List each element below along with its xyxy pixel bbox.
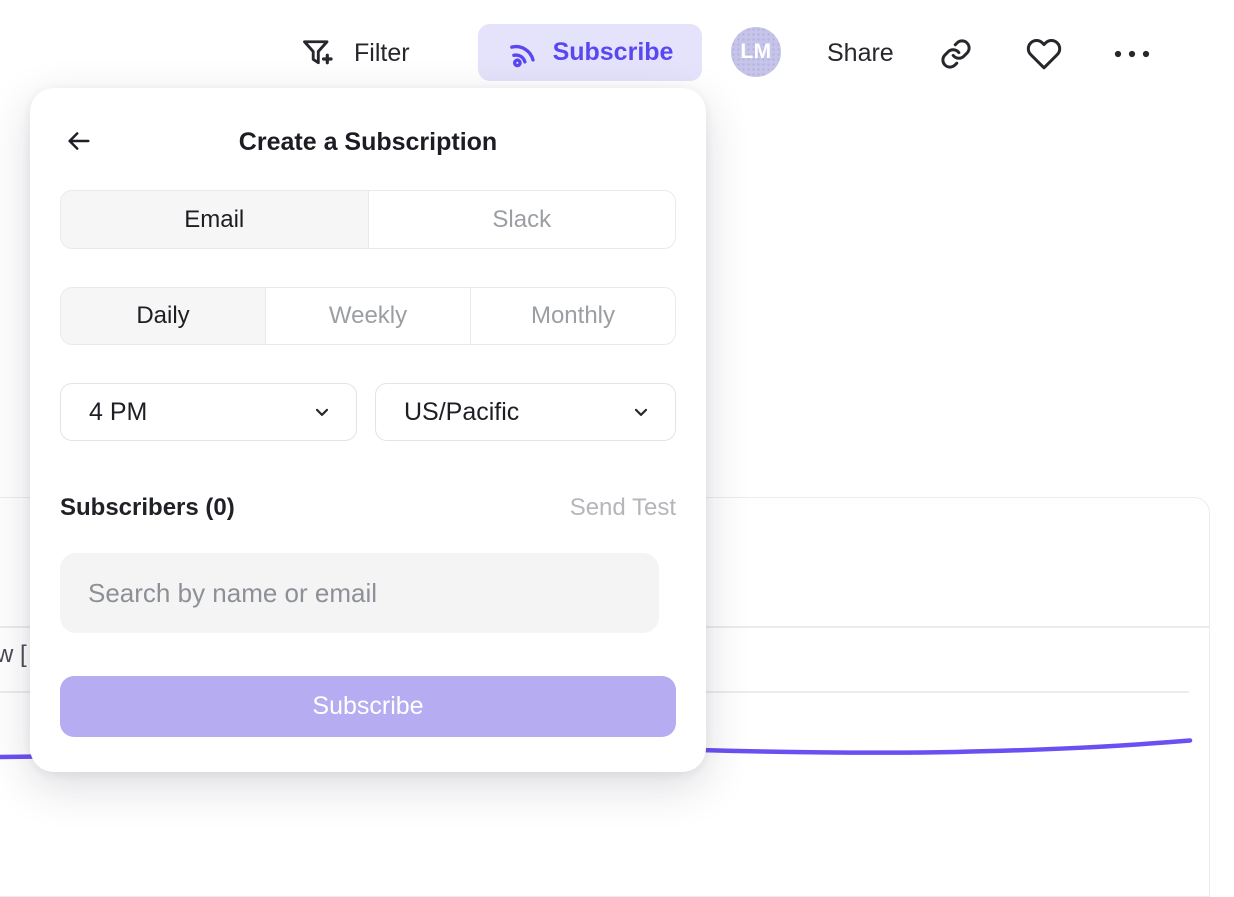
chevron-down-icon [312,402,332,422]
toolbar: Filter Subscribe LM Share [0,0,1234,100]
copy-link-button[interactable] [936,32,976,76]
partial-background-text: w [ [0,641,27,668]
time-select[interactable]: 4 PM [60,383,357,441]
tab-weekly[interactable]: Weekly [265,288,470,344]
share-label: Share [827,38,894,67]
subscribers-row: Subscribers (0) Send Test [60,491,676,525]
heart-icon [1026,36,1062,72]
favorite-button[interactable] [1024,32,1064,76]
subscriber-search-input[interactable] [60,553,659,633]
subscribe-submit-button[interactable]: Subscribe [60,676,676,737]
arrow-left-icon [64,127,94,155]
link-icon [939,37,973,71]
filter-plus-icon [300,35,336,71]
timezone-select[interactable]: US/Pacific [375,383,676,441]
tab-monthly[interactable]: Monthly [470,288,675,344]
subscribers-label: Subscribers (0) [60,494,235,521]
back-button[interactable] [62,126,96,156]
subscribe-toolbar-label: Subscribe [552,38,674,66]
avatar-initials: LM [740,40,772,63]
modal-title: Create a Subscription [238,128,498,156]
subscribe-toolbar-button[interactable]: Subscribe [478,24,702,81]
more-options-button[interactable] [1110,36,1154,72]
frequency-segmented-control: Daily Weekly Monthly [60,287,676,345]
tab-email[interactable]: Email [61,191,368,248]
tab-slack[interactable]: Slack [367,191,675,248]
share-button[interactable]: Share [827,33,894,73]
rss-icon [503,34,541,72]
user-avatar[interactable]: LM [731,27,781,77]
filter-label: Filter [354,38,410,67]
tab-daily[interactable]: Daily [61,288,265,344]
filter-button[interactable]: Filter [300,30,410,76]
send-test-button[interactable]: Send Test [569,494,676,521]
channel-segmented-control: Email Slack [60,190,676,249]
ellipsis-icon [1113,47,1151,61]
time-select-value: 4 PM [89,397,148,426]
chevron-down-icon [631,402,651,422]
timezone-select-value: US/Pacific [404,397,520,426]
create-subscription-modal: Create a Subscription Email Slack Daily … [30,88,706,772]
